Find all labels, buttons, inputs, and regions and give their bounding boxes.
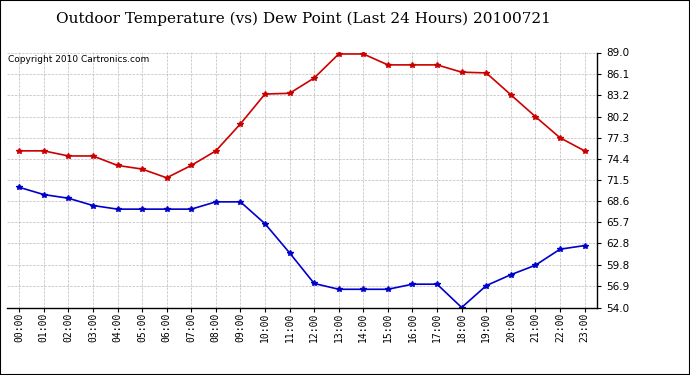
Text: Outdoor Temperature (vs) Dew Point (Last 24 Hours) 20100721: Outdoor Temperature (vs) Dew Point (Last…	[56, 11, 551, 26]
Text: Copyright 2010 Cartronics.com: Copyright 2010 Cartronics.com	[8, 55, 149, 64]
